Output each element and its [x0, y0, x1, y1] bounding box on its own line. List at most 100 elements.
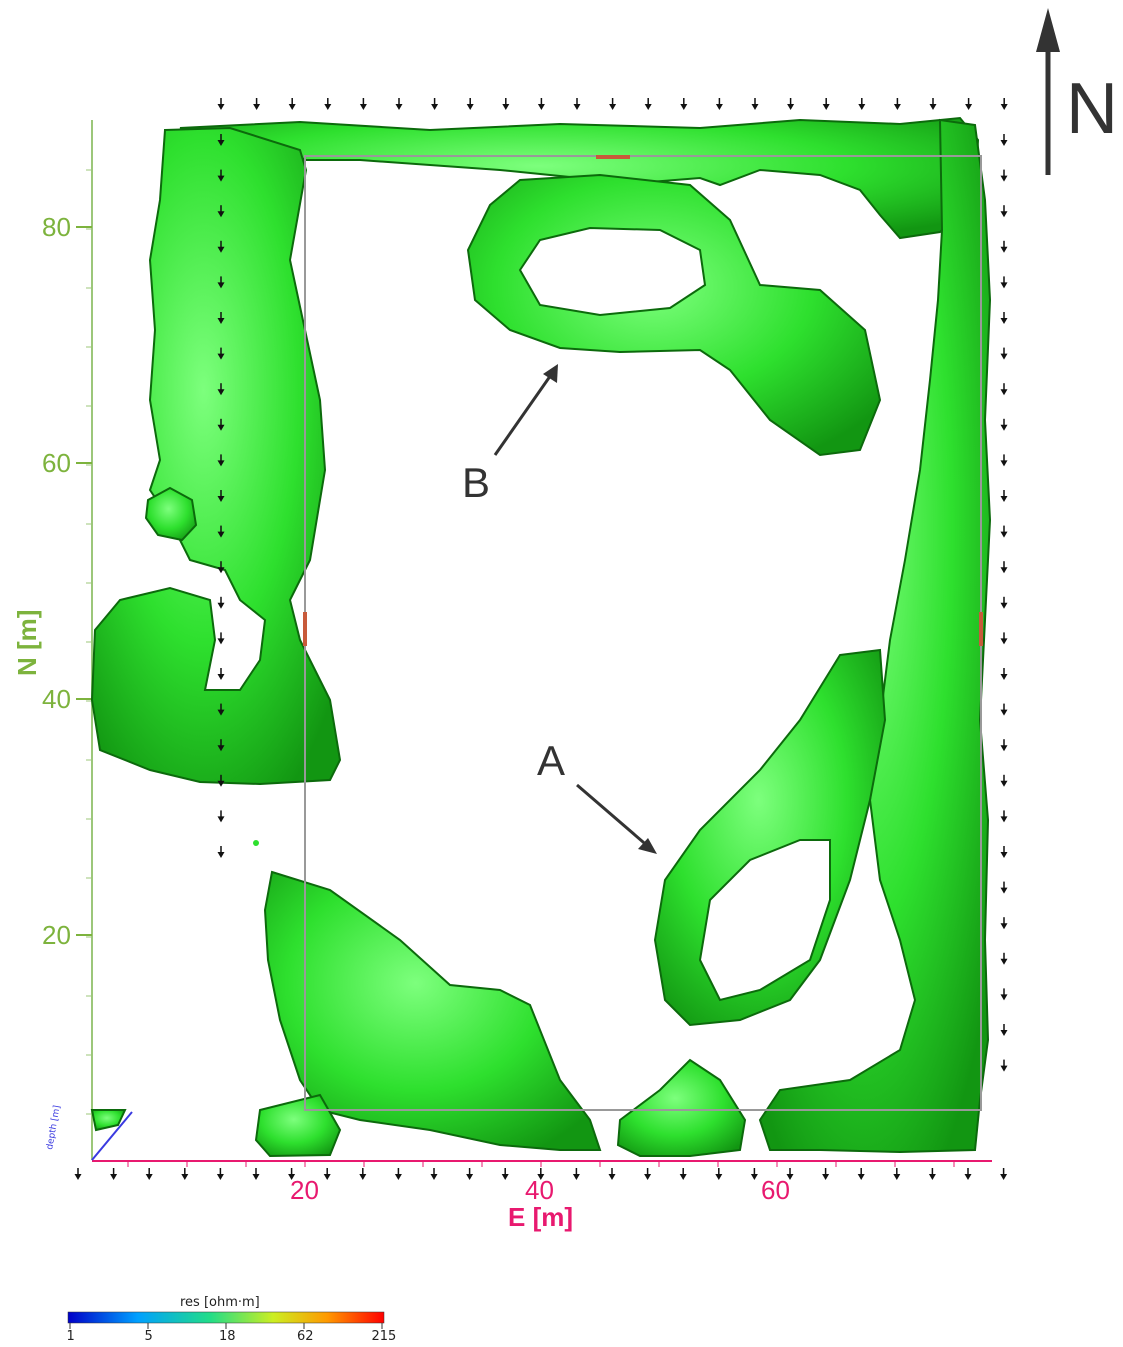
- electrode-marker: [786, 1168, 794, 1180]
- electrode-marker: [1000, 739, 1008, 752]
- colorbar-title: res [ohm·m]: [180, 1295, 260, 1310]
- electrode-marker: [1000, 917, 1008, 930]
- electrode-marker: [501, 1168, 509, 1180]
- electrode-marker: [965, 98, 973, 110]
- isosurface-corner-fragment: [90, 1109, 127, 1132]
- electrode-marker: [964, 1168, 972, 1180]
- electrode-marker: [822, 98, 830, 110]
- electrode-marker: [217, 169, 225, 182]
- electrode-marker: [324, 98, 332, 110]
- electrode-marker: [1000, 1024, 1008, 1036]
- electrode-marker: [644, 98, 652, 110]
- electrode-marker: [74, 1168, 82, 1180]
- electrode-marker: [217, 632, 225, 645]
- electrode-marker: [288, 98, 296, 110]
- electrode-marker: [1000, 98, 1008, 110]
- isosurface-top-band: [179, 116, 980, 240]
- electrode-marker: [217, 810, 225, 823]
- y-tick-label-80: 80: [42, 212, 71, 242]
- electrode-marker: [1000, 347, 1008, 360]
- electrode-marker: [928, 1168, 936, 1180]
- y-tick-label-60: 60: [42, 448, 71, 478]
- electrode-marker: [1000, 952, 1008, 965]
- z-axis-label: depth [m]: [45, 1105, 63, 1151]
- electrode-marker: [537, 98, 545, 110]
- electrode-marker: [110, 1168, 118, 1180]
- x-tick-label-20: 20: [290, 1175, 319, 1205]
- colorbar-tick-label: 62: [297, 1329, 314, 1344]
- electrode-marker: [893, 1168, 901, 1180]
- colorbar: res [ohm·m] 1 5 18 62 215: [67, 1295, 397, 1344]
- electrode-marker: [1000, 668, 1008, 680]
- electrode-marker: [1000, 1059, 1008, 1072]
- y-axis-label: N [m]: [12, 610, 42, 676]
- electrode-marker: [787, 98, 795, 110]
- isosurface-left-small-blob: [144, 486, 198, 542]
- x-axis-minor-ticks: [127, 1161, 955, 1167]
- electrode-marker: [181, 1168, 189, 1180]
- x-tick-label-60: 60: [761, 1175, 790, 1205]
- electrode-marker: [680, 98, 688, 110]
- electrode-marker: [1000, 561, 1008, 574]
- electrode-marker: [217, 347, 225, 360]
- electrode-markers: [74, 98, 1008, 1180]
- electrode-marker: [1000, 596, 1008, 609]
- electrode-marker: [359, 1168, 367, 1180]
- north-label: N: [1066, 69, 1118, 149]
- electrode-marker: [217, 205, 225, 218]
- isosurface-loop-A: [653, 648, 887, 1027]
- x-tick-label-40: 40: [525, 1175, 554, 1205]
- electrode-marker: [217, 383, 225, 396]
- electrode-marker: [394, 1168, 402, 1180]
- electrode-marker: [1000, 418, 1008, 431]
- electrode-marker: [502, 98, 510, 110]
- electrode-marker: [217, 703, 225, 716]
- electrode-marker: [216, 1168, 224, 1180]
- electrode-marker: [1000, 134, 1008, 146]
- electrode-marker: [217, 454, 225, 467]
- electrode-marker: [430, 1168, 438, 1180]
- electrode-marker: [573, 98, 581, 110]
- electrode-marker: [288, 1168, 296, 1180]
- electrode-marker: [1000, 240, 1008, 253]
- electrode-marker: [217, 276, 225, 289]
- electrode-marker: [537, 1168, 545, 1180]
- electrode-marker: [1000, 312, 1008, 324]
- electrode-marker: [217, 418, 225, 431]
- electrode-marker: [217, 596, 225, 609]
- electrode-marker: [217, 134, 225, 146]
- electrode-marker: [359, 98, 367, 110]
- y-axis: 20 40 60 80 N [m]: [12, 120, 93, 1160]
- electrode-marker: [253, 98, 261, 110]
- colorbar-tick-label: 1: [67, 1329, 75, 1344]
- electrode-marker: [1000, 205, 1008, 218]
- y-tick-label-40: 40: [42, 684, 71, 714]
- electrode-marker: [608, 1168, 616, 1180]
- electrode-marker: [1000, 810, 1008, 823]
- electrode-marker: [1000, 846, 1008, 858]
- electrode-marker: [466, 98, 474, 110]
- electrode-marker: [1000, 525, 1008, 538]
- electrode-marker: [857, 1168, 865, 1180]
- electrode-marker: [1000, 703, 1008, 716]
- colorbar-tick-label: 215: [372, 1329, 397, 1344]
- electrode-marker: [217, 846, 225, 858]
- electrode-marker: [1000, 881, 1008, 894]
- electrode-marker: [893, 98, 901, 110]
- x-axis: 20 40 60 E [m]: [92, 1160, 992, 1232]
- electrode-marker: [217, 668, 225, 680]
- electrode-marker: [1000, 454, 1008, 467]
- electrode-marker: [1000, 632, 1008, 645]
- annotation-B-label: B: [462, 459, 490, 506]
- electrode-marker: [217, 774, 225, 787]
- isosurface-bottom-left-blob: [263, 870, 602, 1151]
- electrode-marker: [395, 98, 403, 110]
- electrode-marker: [929, 98, 937, 110]
- electrode-marker: [431, 98, 439, 110]
- north-arrow: N: [1036, 8, 1118, 175]
- electrode-marker: [1000, 1168, 1008, 1180]
- colorbar-ticks: 1 5 18 62 215: [67, 1323, 397, 1344]
- electrode-marker: [715, 98, 723, 110]
- isosurface-loop-B: [466, 173, 882, 457]
